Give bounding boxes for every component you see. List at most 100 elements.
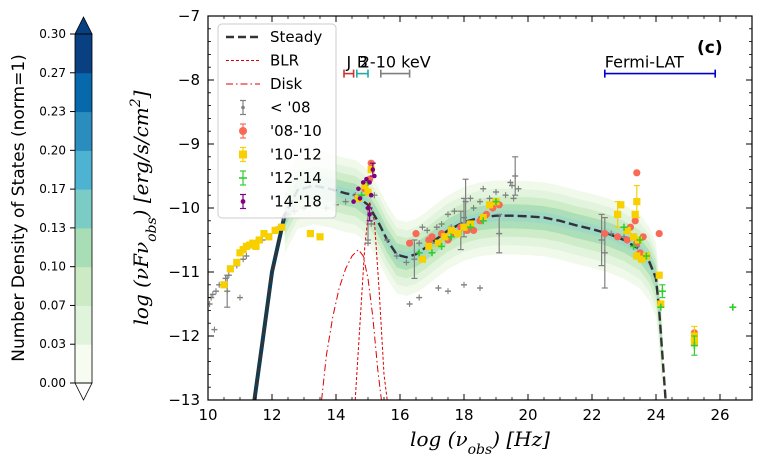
legend-label: < '08 — [270, 99, 311, 117]
colorbar-tick-label: 0.00 — [39, 376, 66, 390]
colorbar-tick-label: 0.30 — [39, 27, 66, 41]
panel-tag: (c) — [697, 38, 723, 58]
x-axis-title-unit: ) [Hz] — [491, 427, 550, 451]
y-tick-label: −9 — [178, 135, 200, 153]
x-tick-label: 12 — [262, 406, 281, 424]
data-point — [278, 223, 286, 231]
data-point — [601, 230, 609, 238]
colorbar-tick-label: 0.10 — [39, 260, 66, 274]
data-point — [623, 236, 631, 244]
x-axis-title-sub: obs — [468, 442, 493, 458]
colorbar-tick-label: 0.27 — [39, 66, 66, 80]
envelope-highlight — [297, 140, 641, 215]
colorbar-tick-label: 0.23 — [39, 105, 66, 119]
data-point — [412, 230, 420, 238]
data-points — [208, 156, 737, 356]
colorbar-segment — [75, 305, 92, 345]
legend-label: '14-'18 — [270, 193, 322, 211]
y-tick-label: −8 — [178, 71, 200, 89]
colorbar-segment — [75, 189, 92, 229]
data-point — [252, 242, 260, 250]
data-point — [617, 201, 625, 209]
legend-handle-marker — [241, 105, 245, 110]
data-point — [631, 217, 639, 225]
colorbar-segment — [75, 72, 92, 113]
axes: 10 12 14 16 18 20 22 24 26 −13 −12 −11 −10 −9 −8 −7 — [168, 7, 753, 424]
data-point — [406, 239, 414, 247]
legend-label: '08-'10 — [270, 122, 322, 140]
legend-handle-marker — [239, 127, 247, 135]
data-point — [365, 205, 371, 211]
y-axis-title: log (νFνobs) [erg/s/cm2] — [128, 90, 160, 325]
colorbar-segment — [75, 34, 92, 74]
data-point — [220, 281, 228, 289]
data-point — [655, 271, 663, 279]
data-point — [271, 226, 279, 234]
data-point — [638, 255, 646, 263]
legend-label: Steady — [270, 28, 322, 46]
data-point — [434, 239, 442, 247]
data-point — [260, 230, 268, 238]
colorbar-segment — [75, 227, 92, 268]
data-point — [454, 230, 462, 238]
data-point — [372, 173, 377, 179]
y-axis-title-close: ] — [129, 90, 153, 99]
y-tick-label: −13 — [168, 391, 200, 409]
legend-handle-marker — [240, 199, 246, 204]
data-point — [356, 186, 361, 192]
data-point — [370, 167, 376, 172]
legend-label: '10-'12 — [270, 146, 322, 164]
series-3 — [358, 178, 737, 356]
band-label: B — [357, 53, 368, 72]
x-tick-label: 14 — [326, 406, 345, 424]
y-axis-title-main: log (νFν — [129, 242, 153, 326]
data-point — [306, 230, 314, 238]
band-markers: J B2-10 keV Fermi-LAT — [343, 53, 717, 78]
data-point — [357, 196, 363, 201]
y-tick-label: −10 — [168, 199, 200, 217]
legend-handle-marker — [239, 150, 247, 159]
legend-label: Disk — [270, 75, 303, 93]
legend: Steady BLR Disk < '08 '08-'10 '10-'12 '12-'14 '… — [217, 23, 337, 219]
data-point — [233, 258, 241, 266]
colorbar-segment — [75, 344, 92, 384]
data-point — [655, 230, 663, 238]
data-point — [470, 226, 478, 234]
x-tick-label: 26 — [710, 406, 729, 424]
y-tick-label: −12 — [168, 327, 200, 345]
colorbar-segment — [75, 111, 92, 151]
colorbar: 0.00 0.03 0.07 0.10 0.13 0.17 0.20 0.23 0.27 0.30 — [39, 16, 93, 401]
band-label: 2-10 keV — [360, 53, 431, 72]
x-axis-title-main: log (ν — [410, 427, 468, 451]
data-point — [361, 182, 369, 190]
disk-model-curve — [321, 248, 382, 400]
legend-label: '12-'14 — [270, 169, 322, 187]
data-point — [447, 226, 455, 234]
data-point — [441, 233, 449, 241]
data-point — [623, 226, 631, 234]
data-point — [633, 252, 641, 260]
data-point — [631, 210, 639, 218]
colorbar-tick-label: 0.03 — [39, 337, 66, 351]
data-point — [633, 198, 641, 206]
x-tick-label: 22 — [582, 406, 601, 424]
series-4 — [351, 162, 377, 222]
data-point — [633, 169, 641, 177]
y-axis-title-sup: 2 — [128, 98, 144, 108]
data-point — [364, 176, 369, 182]
data-point — [486, 201, 494, 209]
data-point — [428, 233, 436, 241]
data-point — [255, 236, 263, 244]
data-point — [316, 233, 324, 241]
colorbar-tick-label: 0.13 — [39, 221, 66, 235]
y-tick-label: −11 — [168, 263, 200, 281]
colorbar-segment — [75, 266, 92, 306]
data-point — [614, 233, 622, 241]
colorbar-tick-label: 0.17 — [39, 182, 66, 196]
data-point — [460, 223, 468, 231]
model-envelope — [284, 140, 663, 394]
colorbar-frame — [74, 33, 93, 384]
band-label: J — [345, 53, 351, 72]
data-point — [368, 192, 374, 198]
